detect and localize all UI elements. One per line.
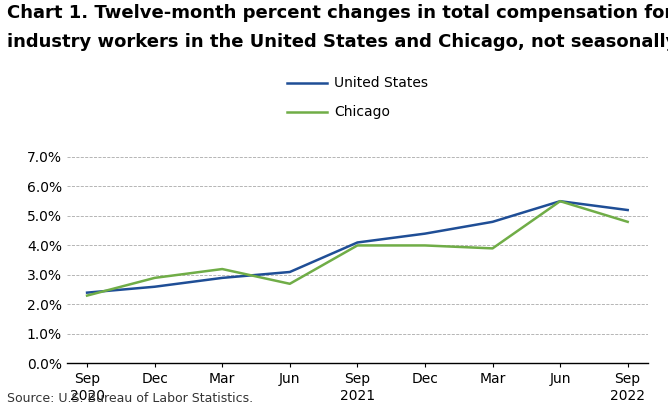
United States [83, 290, 91, 295]
Text: Source: U.S. Bureau of Labor Statistics.: Source: U.S. Bureau of Labor Statistics. [7, 392, 253, 405]
United States [488, 219, 496, 224]
United States [151, 284, 159, 289]
Chicago [286, 281, 294, 286]
United States [556, 199, 564, 204]
United States [624, 208, 632, 213]
Text: Chicago: Chicago [334, 104, 390, 119]
Chicago [421, 243, 429, 248]
Chicago [151, 275, 159, 280]
Chicago [624, 219, 632, 224]
Chicago [218, 266, 226, 271]
Text: industry workers in the United States and Chicago, not seasonally adjusted: industry workers in the United States an… [7, 33, 668, 51]
Chicago [556, 199, 564, 204]
United States [286, 270, 294, 275]
Text: United States: United States [334, 76, 428, 90]
United States [353, 240, 361, 245]
Chicago [353, 243, 361, 248]
United States [421, 231, 429, 236]
Chicago [488, 246, 496, 251]
Chicago [83, 293, 91, 298]
Text: Chart 1. Twelve-month percent changes in total compensation for private: Chart 1. Twelve-month percent changes in… [7, 4, 668, 22]
United States [218, 275, 226, 280]
Line: Chicago: Chicago [87, 201, 628, 296]
Line: United States: United States [87, 201, 628, 293]
